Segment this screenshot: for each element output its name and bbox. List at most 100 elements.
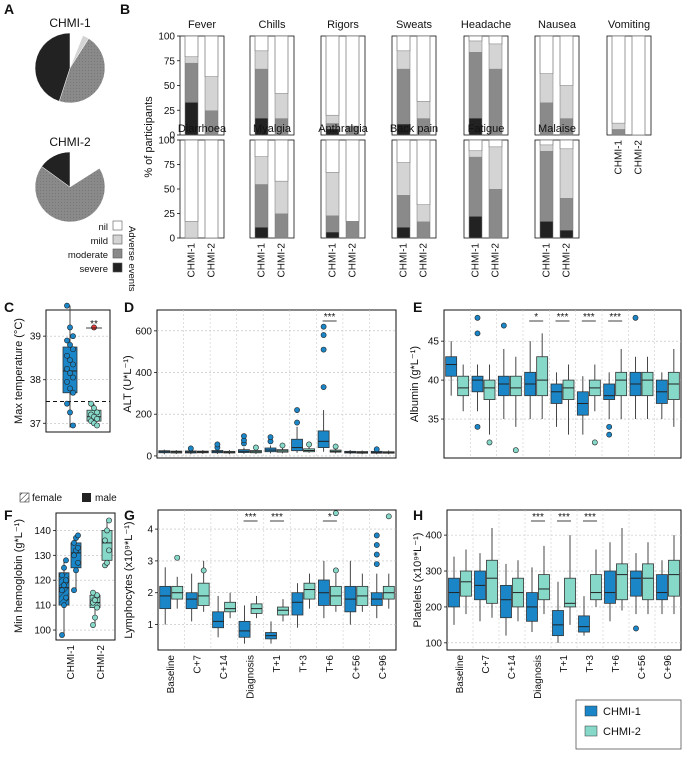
x-tick-label: Diagnosis <box>246 655 257 699</box>
bar-segment-severe <box>540 221 553 238</box>
bar-outline <box>396 139 411 239</box>
panel-letter: E <box>413 299 422 315</box>
significance-label: *** <box>609 312 621 323</box>
significance-label: * <box>534 312 538 323</box>
data-point <box>106 547 112 554</box>
subplot-frame <box>391 139 437 239</box>
box <box>656 574 668 601</box>
pie-slice-moderate <box>34 166 106 223</box>
outlier-point <box>214 441 221 448</box>
outlier-point <box>474 423 481 430</box>
legend-swatch-CHMI-1 <box>584 705 598 717</box>
y-tick-label: 50 <box>164 185 176 196</box>
box <box>668 559 680 597</box>
outlier-point <box>174 554 181 561</box>
box <box>550 383 563 404</box>
bar-segment-nil <box>559 139 574 150</box>
outlier-point <box>373 561 380 567</box>
legend-label: CHMI-1 <box>603 706 641 718</box>
bar-outline <box>611 35 626 136</box>
data-point <box>61 582 67 589</box>
bar-segment-nil <box>184 139 199 222</box>
plot-frame <box>157 509 397 651</box>
subplot-frame <box>391 35 437 136</box>
box-group-CHMI-2 <box>86 324 102 429</box>
y-tick-label: 100 <box>158 32 175 43</box>
bar-segment-mild <box>560 148 573 198</box>
bar-segment-nil <box>325 139 340 173</box>
outlier-point <box>474 314 481 321</box>
box-group-CHMI-2-male <box>101 517 113 569</box>
bar-segment-mild <box>185 221 198 238</box>
bar-segment-nil <box>345 35 360 127</box>
legend-label: moderate <box>68 250 108 261</box>
box <box>101 530 113 561</box>
series-CHMI-2 <box>171 510 395 622</box>
bar-segment-moderate <box>612 129 625 135</box>
box <box>460 570 472 597</box>
bar-segment-moderate <box>255 68 268 119</box>
data-point <box>64 365 70 372</box>
bar-segment-moderate <box>560 197 573 231</box>
outlier-point <box>373 446 380 453</box>
outlier-point <box>306 441 312 448</box>
x-tick-label: T+3 <box>298 655 309 673</box>
bar-segment-mild <box>275 181 288 214</box>
bar-segment-severe <box>255 227 268 238</box>
data-point <box>88 400 94 407</box>
bar-segment-mild <box>185 56 198 63</box>
y-tick-label: 37 <box>30 419 42 430</box>
data-point <box>90 589 96 596</box>
outlier-point <box>373 532 380 539</box>
box <box>562 379 575 400</box>
data-point <box>63 577 69 584</box>
data-point <box>94 409 100 416</box>
data-point <box>70 374 76 381</box>
outlier-point <box>373 551 380 558</box>
box <box>471 375 484 393</box>
box <box>291 592 304 616</box>
outlier-point <box>187 445 194 452</box>
y-tick-label: 75 <box>164 56 176 67</box>
box <box>642 563 654 601</box>
significance-label: *** <box>557 312 569 323</box>
bar-segment-moderate <box>397 68 410 125</box>
outlier-point <box>373 542 380 548</box>
bar-segment-moderate <box>326 123 339 130</box>
y-tick-label: 40 <box>428 376 440 387</box>
bar-segment-nil <box>345 139 360 222</box>
y-axis-label: % of participants <box>143 96 155 178</box>
data-point <box>73 567 79 574</box>
data-point <box>70 346 76 353</box>
x-tick-label: C+96 <box>663 655 674 680</box>
bar-segment-moderate <box>417 221 430 238</box>
bar-segment-nil <box>274 35 289 94</box>
category-label: CHMI-2 <box>348 243 359 278</box>
significance-label: *** <box>584 512 596 523</box>
bar-segment-mild <box>612 123 625 130</box>
outlier-point <box>500 322 507 329</box>
x-tick-label: C+7 <box>481 655 492 674</box>
category-label: CHMI-2 <box>277 243 288 278</box>
category-label: CHMI-2 <box>207 243 218 278</box>
bar-outline <box>416 139 431 239</box>
bar-segment-nil <box>325 35 340 116</box>
bar-outline <box>325 139 340 239</box>
outlier-point <box>332 510 339 517</box>
y-axis-label: Max temperature (°C) <box>13 318 25 424</box>
bar-segment-moderate <box>489 68 502 135</box>
y-tick-label: 120 <box>34 576 51 587</box>
subplot-frame <box>606 35 652 136</box>
data-point <box>61 602 67 609</box>
bar-segment-severe <box>255 118 268 135</box>
legend-swatch-male <box>82 493 91 502</box>
bar-segment-nil <box>416 139 431 205</box>
series-CHMI-1 <box>445 314 668 438</box>
x-tick-label: Diagnosis <box>533 655 544 699</box>
data-point <box>70 422 76 429</box>
box <box>578 615 590 633</box>
plot-frame <box>156 309 397 459</box>
y-tick-label: 0 <box>146 451 152 462</box>
outlier-point <box>253 444 259 451</box>
bar-segment-moderate <box>346 221 359 238</box>
